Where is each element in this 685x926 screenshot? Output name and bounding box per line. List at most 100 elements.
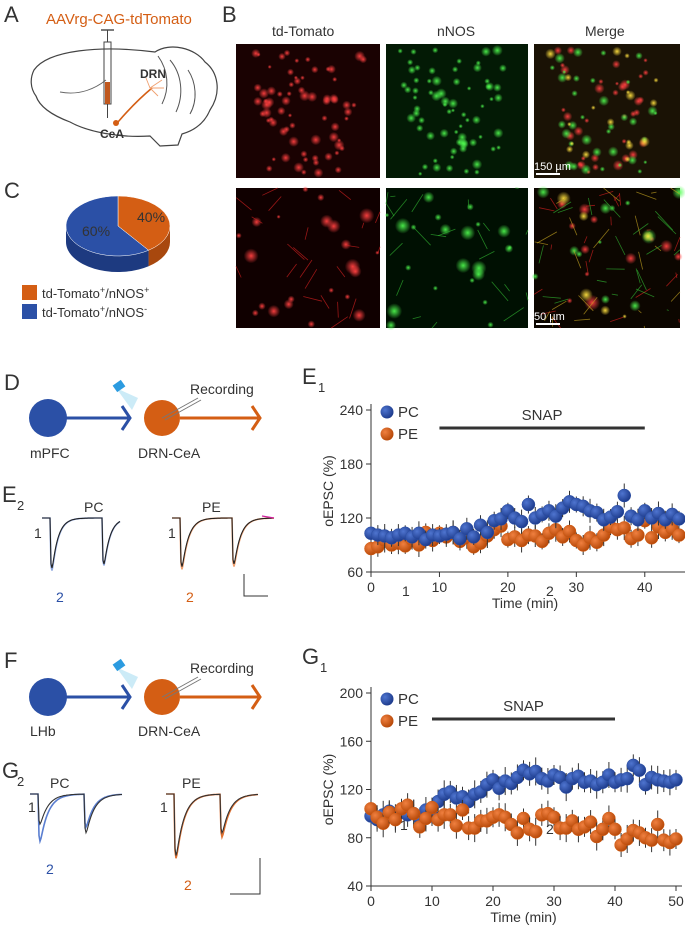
- tdtomato-high-cell: [276, 214, 281, 219]
- nnos-high-process: [431, 321, 438, 329]
- image-nnos-high: [386, 188, 528, 328]
- legend1-sup2: +: [144, 285, 149, 295]
- merge-high-yellow-process: [636, 191, 657, 200]
- recording-electrode-f1: [161, 676, 199, 698]
- nnos-low-cell: [452, 77, 461, 86]
- tdtomato-high-cell: [352, 308, 366, 322]
- merge-high-red-process: [550, 197, 558, 210]
- nnos-low-cell: [413, 77, 420, 84]
- trace-pc-1: [42, 517, 121, 569]
- panel-label-e2-sub: 2: [17, 498, 24, 513]
- nnos-low-cell: [448, 98, 459, 109]
- brain-inner-line: [59, 79, 107, 94]
- merge-high-green-cell: [629, 300, 641, 312]
- tdtomato-high-process: [262, 187, 278, 196]
- legend-label-2: td-Tomato+/nNOS-: [42, 304, 147, 320]
- trace-title-pc-g: PC: [50, 775, 69, 791]
- merge-low-green-cell: [549, 65, 555, 71]
- tdtomato-high-process: [320, 295, 330, 309]
- time-marker-2: 2: [546, 583, 554, 599]
- legend-label-PC: PC: [398, 691, 419, 708]
- merge-low-red-cell: [615, 81, 619, 86]
- tdtomato-low-cell: [351, 102, 357, 108]
- x-tick-label: 30: [569, 579, 585, 595]
- tdtomato-high-process: [286, 263, 297, 278]
- nnos-low-cell: [460, 111, 467, 118]
- merge-high-red-cell: [674, 252, 683, 261]
- point-PC: [521, 497, 536, 512]
- merge-low-yellow-cell: [606, 118, 615, 126]
- light-beam: [116, 388, 138, 410]
- merge-low-yellow-cell: [625, 139, 632, 145]
- pie-label-pc: 60%: [82, 223, 110, 239]
- tdtomato-low-cell: [288, 81, 295, 88]
- merge-high-green-process: [636, 269, 647, 291]
- tdtomato-low-cell: [337, 138, 342, 143]
- trace-label-pe-1: 1: [168, 525, 176, 541]
- merge-low-red-cell: [598, 79, 604, 85]
- nnos-high-cell: [384, 212, 390, 218]
- nnos-high-process: [389, 242, 403, 256]
- trace-pe-1: [172, 517, 274, 567]
- legend2-sup1: +: [100, 304, 105, 314]
- syringe-fill: [105, 82, 110, 104]
- merge-low-green-cell: [571, 90, 578, 97]
- nnos-high-cell: [386, 303, 403, 319]
- y-tick-label: 160: [340, 733, 364, 749]
- tdtomato-low-cell: [325, 66, 331, 72]
- tdtomato-high-process: [361, 222, 365, 229]
- tdtomato-low-cell: [258, 88, 270, 99]
- lhb-terminal: [120, 684, 132, 710]
- trace-label-pe-1-g: 1: [160, 799, 168, 815]
- point-PC: [610, 504, 625, 519]
- merge-low-green-cell: [572, 75, 580, 82]
- image-nnos-low: [386, 44, 528, 178]
- trace-label-pe-2-g: 2: [184, 877, 192, 893]
- trace-label-pe-2: 2: [186, 589, 194, 605]
- panel-label-g1: G: [302, 644, 319, 669]
- merge-high-green-cell: [536, 185, 550, 199]
- merge-low-green-cell: [580, 164, 592, 175]
- cerebellum-folds: [157, 55, 196, 115]
- scale-label-top: 150 µm: [534, 161, 571, 173]
- merge-low-green-cell: [653, 111, 658, 116]
- nnos-low-cell: [485, 82, 495, 92]
- legend-label-PE: PE: [398, 426, 418, 443]
- merge-low-green-cell: [580, 114, 585, 120]
- merge-low-green-cell: [637, 169, 643, 174]
- panel-label-g1-sub: 1: [320, 660, 327, 675]
- tdtomato-high-process: [304, 227, 309, 240]
- nnos-high-cell: [394, 217, 411, 234]
- merge-low-yellow-cell: [612, 46, 622, 57]
- merge-high-yellow-cell: [600, 305, 611, 316]
- legend1-mid: /nNOS: [105, 286, 144, 301]
- legend-label-PC: PC: [398, 404, 419, 421]
- tdtomato-low-cell: [293, 75, 298, 80]
- merge-low-red-cell: [592, 163, 599, 171]
- nnos-low-cell: [431, 90, 442, 102]
- tdtomato-low-cell: [276, 91, 283, 98]
- panel-c-pie: 40% 60% td-Tomato+/nNOS+ td-Tomato+/nNOS…: [22, 195, 171, 320]
- tdtomato-low-cell: [267, 64, 272, 69]
- y-tick-label: 60: [347, 564, 363, 580]
- merge-high-red-process: [674, 236, 681, 252]
- y-tick-label: 200: [340, 685, 364, 701]
- x-tick-label: 40: [607, 893, 623, 909]
- merge-high-green-process: [673, 249, 681, 256]
- tdtomato-low-cell: [330, 122, 340, 132]
- merge-high-green-process: [554, 298, 569, 304]
- merge-low-yellow-cell: [545, 48, 556, 60]
- nnos-low-cell: [458, 124, 463, 129]
- tdtomato-high-cell: [283, 299, 294, 310]
- tdtomato-low-cell: [251, 48, 261, 59]
- tdtomato-low-cell: [302, 156, 309, 163]
- nnos-low-cell: [426, 131, 435, 141]
- merge-low-green-cell: [635, 52, 643, 60]
- legend-swatch-pe: [22, 285, 37, 300]
- tdtomato-high-cell: [267, 304, 281, 318]
- merge-low-green-cell: [607, 146, 619, 157]
- time-marker-1: 1: [402, 583, 410, 599]
- panel-label-e2: E: [2, 482, 17, 507]
- tdtomato-high-process: [235, 266, 242, 278]
- nnos-high-cell: [466, 203, 474, 211]
